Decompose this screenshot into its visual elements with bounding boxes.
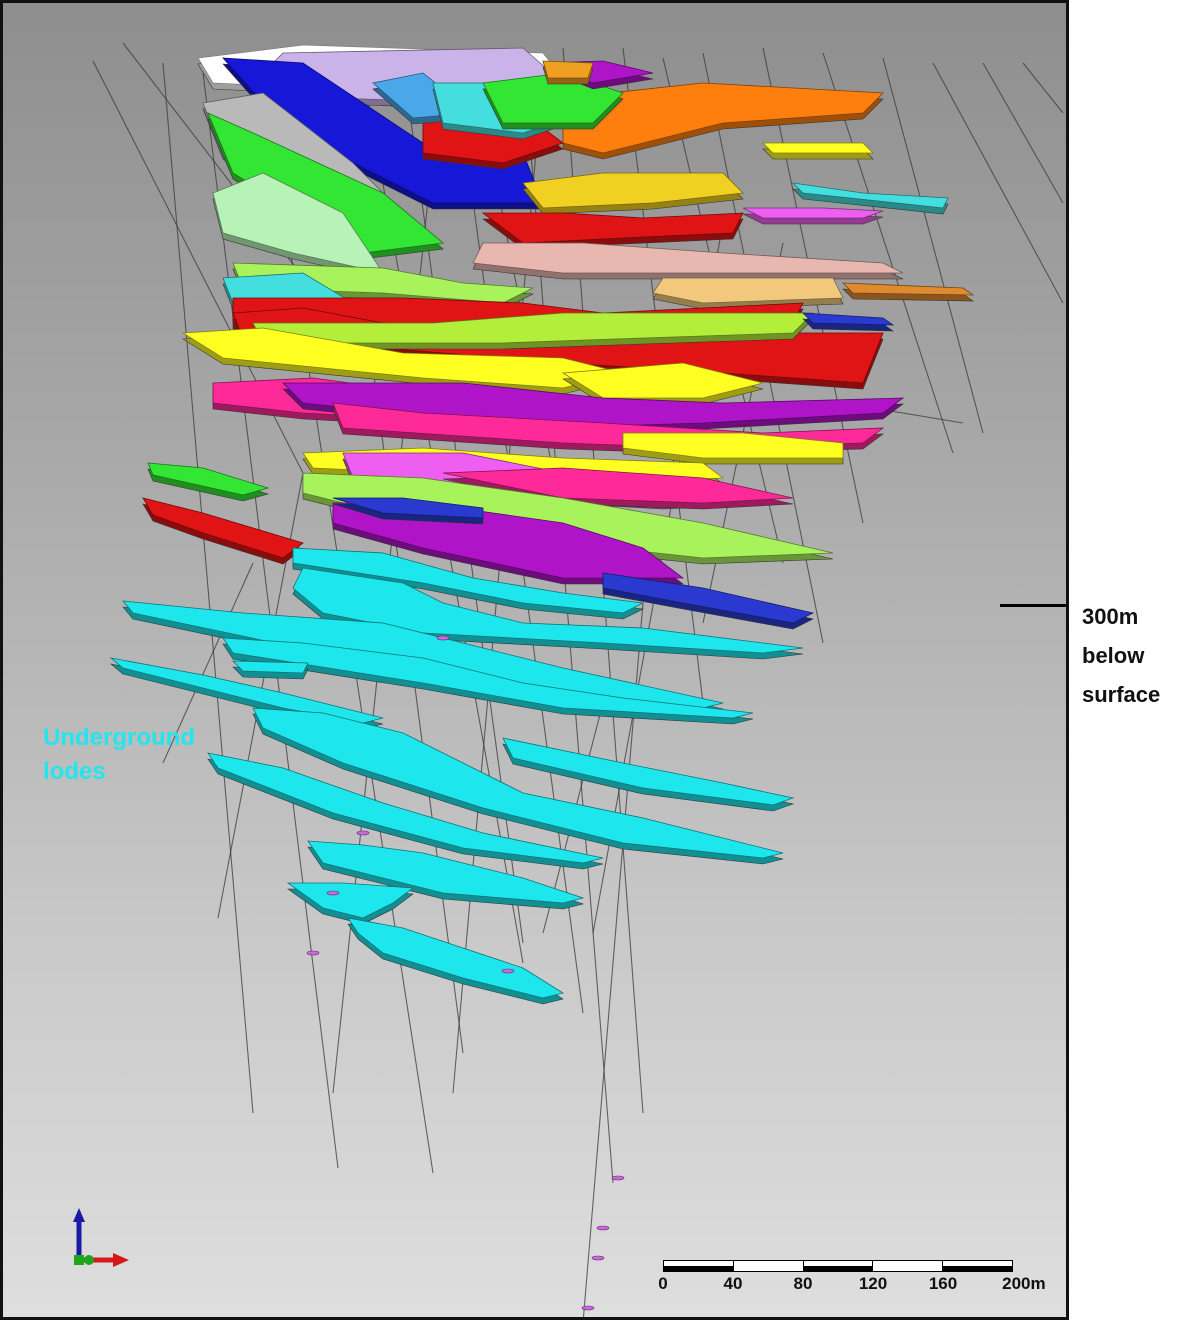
assay-marker [611,1175,625,1181]
scale-bar-tick-label: 120 [858,1274,888,1293]
drill-hole-trace [122,42,324,304]
open-pit-lode [332,497,484,519]
scale-bar-ticks: 0 40 80 120 160 200m [658,1272,1045,1294]
underground-lode [232,660,309,674]
underground-lode [347,917,565,999]
drill-hole-trace [582,602,644,1317]
drill-hole-trace [162,562,254,764]
assay-marker [356,830,370,836]
open-pit-lode [742,207,884,219]
open-pit-lode [622,432,844,459]
assay-marker [436,635,450,641]
open-pit-lode [561,362,764,399]
underground-lode [222,637,754,719]
scale-bar-tick-label: 40 [723,1274,743,1293]
open-pit-lode [147,462,270,496]
open-pit-lode [481,212,744,244]
underground-lode [109,657,384,724]
open-pit-lode [207,112,444,254]
open-pit-lode [841,282,975,296]
underground-lode [292,547,645,614]
open-pit-lode [791,182,949,209]
open-pit-lode [522,172,744,209]
scale-bar-tick-label: 0 [658,1274,668,1293]
underground-lode [122,600,724,709]
assay-marker [501,968,515,974]
drill-hole-trace [982,62,1064,204]
open-pit-lode [142,497,304,559]
assay-marker [326,890,340,896]
open-pit-lode [602,572,815,624]
scale-bar-tick-label: 200m [1002,1274,1046,1293]
depth-marker-line [1000,604,1066,607]
drill-hole-trace [1022,62,1064,114]
lode-model-scene[interactable] [3,3,1069,1320]
assay-marker [581,1305,595,1311]
open-pit-lode [801,312,895,326]
assay-marker [596,1225,610,1231]
drill-hole-trace [162,62,254,1114]
depth-label-300m: 300m below surface [1082,597,1182,714]
axes-triad-icon [73,1208,129,1267]
drill-hole-trace [932,62,1064,304]
open-pit-lode [472,242,904,274]
open-pit-lode [252,312,814,344]
scale-bar: 0 40 80 120 160 200m [658,1260,1046,1294]
assay-marker [306,950,320,956]
depth-label-line: below [1082,643,1145,668]
open-pit-lode [762,142,874,154]
underground-lode [307,840,585,904]
underground-lodes-text: Underground lodes [43,724,195,785]
underground-lode [252,707,784,859]
scale-bar-track [663,1260,1013,1272]
underground-lode [502,737,795,806]
open-pit-lode [562,82,884,154]
depth-label-line: 300m [1082,604,1139,629]
assay-marker [591,1255,605,1261]
3d-model-viewport[interactable]: Underground lodes 0 40 80 120 160 200m [0,0,1069,1320]
scale-bar-tick-label: 160 [928,1274,958,1293]
underground-lode [292,567,804,654]
open-pit-lode [542,60,594,79]
underground-lodes-label: Underground lodes [43,721,195,789]
open-pit-lode [652,277,844,304]
drill-hole-trace [882,57,984,434]
underground-lode [286,882,415,919]
scale-bar-tick-label: 80 [793,1274,813,1293]
depth-label-line: surface [1082,682,1161,707]
underground-lode [207,752,604,864]
